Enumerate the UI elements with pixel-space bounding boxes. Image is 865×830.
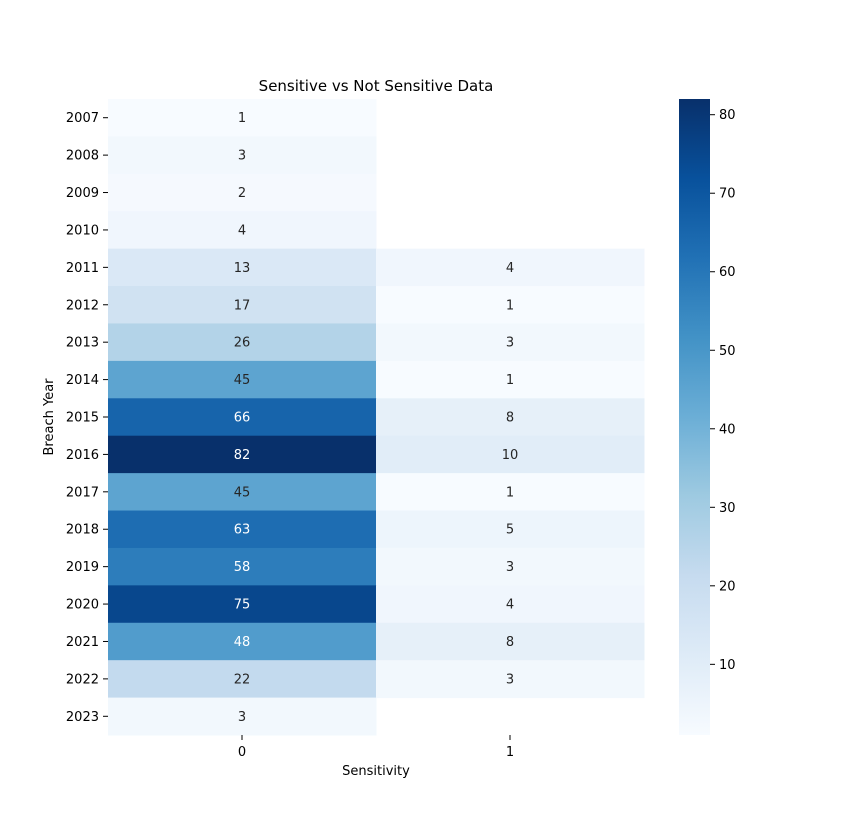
cell-label-2017-0: 45 (234, 485, 251, 500)
heatmap-cell-2018-0 (108, 510, 377, 549)
heatmap-cell-2011-0 (108, 248, 377, 287)
heatmap-cell-2010-0 (108, 211, 377, 250)
heatmap-cell-2013-1 (376, 323, 645, 362)
heatmap-cell-2021-0 (108, 622, 377, 661)
heatmap-cell-2017-1 (376, 473, 645, 512)
chart-title: Sensitive vs Not Sensitive Data (259, 77, 494, 95)
y-tick-label-2011: 2011 (66, 261, 99, 276)
cell-label-2013-0: 26 (234, 336, 251, 351)
cell-label-2019-1: 3 (506, 560, 514, 575)
cell-label-2012-0: 17 (234, 298, 251, 313)
cell-label-2023-0: 3 (238, 710, 246, 725)
cell-label-2017-1: 1 (506, 485, 514, 500)
y-tick-label-2019: 2019 (66, 560, 99, 575)
cell-label-2013-1: 3 (506, 336, 514, 351)
x-axis-label: Sensitivity (342, 764, 410, 779)
heatmap-cell-2022-1 (376, 660, 645, 699)
heatmap-cell-2011-1 (376, 248, 645, 287)
cell-label-2007-0: 1 (238, 111, 246, 126)
cell-label-2020-1: 4 (506, 598, 514, 613)
cell-label-2021-0: 48 (234, 635, 251, 650)
heatmap-cell-2012-0 (108, 286, 377, 324)
colorbar-tick-label-40: 40 (719, 422, 736, 437)
heatmap-cell-2017-0 (108, 473, 377, 512)
cell-label-2014-0: 45 (234, 373, 251, 388)
colorbar-tick-label-50: 50 (719, 344, 736, 359)
colorbar-tick-label-20: 20 (719, 579, 736, 594)
cell-label-2014-1: 1 (506, 373, 514, 388)
y-tick-label-2015: 2015 (66, 411, 99, 426)
heatmap-cell-2009-0 (108, 173, 377, 212)
heatmap-cell-2012-1 (376, 286, 645, 324)
heatmap-cell-2020-1 (376, 585, 645, 624)
heatmap-cell-2021-1 (376, 622, 645, 661)
cell-label-2011-0: 13 (234, 261, 251, 276)
y-tick-label-2017: 2017 (66, 485, 99, 500)
heatmap-cell-2022-0 (108, 660, 377, 699)
cell-label-2018-0: 63 (234, 523, 251, 538)
cell-label-2012-1: 1 (506, 298, 514, 313)
y-axis-label: Breach Year (42, 378, 57, 456)
heatmap-cells (108, 99, 645, 736)
heatmap-cell-2008-0 (108, 136, 377, 175)
y-tick-label-2007: 2007 (66, 111, 99, 126)
colorbar: 10 20 30 40 50 60 70 80 (679, 99, 736, 735)
cell-label-2016-0: 82 (234, 448, 251, 463)
y-axis: 2007 2008 2009 2010 2011 2012 2013 2014 2015 2016… (66, 111, 108, 725)
y-tick-label-2014: 2014 (66, 373, 99, 388)
y-tick-label-2012: 2012 (66, 298, 99, 313)
heatmap-cell-2019-0 (108, 547, 377, 586)
cell-label-2016-1: 10 (502, 448, 519, 463)
y-tick-label-2022: 2022 (66, 672, 99, 687)
heatmap-cell-2015-0 (108, 398, 377, 437)
y-tick-label-2008: 2008 (66, 149, 99, 164)
colorbar-tick-label-60: 60 (719, 265, 736, 280)
cell-label-2020-0: 75 (234, 598, 251, 613)
colorbar-gradient (679, 99, 710, 735)
y-tick-label-2013: 2013 (66, 336, 99, 351)
x-tick-label-1: 1 (506, 745, 514, 760)
colorbar-tick-label-30: 30 (719, 501, 736, 516)
y-tick-label-2023: 2023 (66, 710, 99, 725)
cell-label-2022-1: 3 (506, 672, 514, 687)
y-tick-label-2010: 2010 (66, 223, 99, 238)
y-tick-label-2021: 2021 (66, 635, 99, 650)
heatmap-cell-2015-1 (376, 398, 645, 437)
cell-label-2008-0: 3 (238, 149, 246, 164)
heatmap-cell-2016-1 (376, 435, 645, 474)
y-tick-label-2016: 2016 (66, 448, 99, 463)
cell-label-2018-1: 5 (506, 523, 514, 538)
y-tick-label-2020: 2020 (66, 598, 99, 613)
heatmap-cell-2018-1 (376, 510, 645, 549)
cell-label-2010-0: 4 (238, 223, 246, 238)
heatmap-cell-2013-0 (108, 323, 377, 362)
cell-label-2011-1: 4 (506, 261, 514, 276)
heatmap-cell-2014-1 (376, 360, 645, 399)
heatmap-cell-2023-0 (108, 697, 377, 736)
y-tick-label-2009: 2009 (66, 186, 99, 201)
colorbar-tick-label-70: 70 (719, 187, 736, 202)
heatmap-cell-2007-0 (108, 99, 377, 137)
colorbar-tick-label-80: 80 (719, 108, 736, 123)
cell-label-2022-0: 22 (234, 672, 251, 687)
cell-label-2009-0: 2 (238, 186, 246, 201)
heatmap-cell-2020-0 (108, 585, 377, 624)
cell-label-2015-0: 66 (234, 411, 251, 426)
x-tick-label-0: 0 (238, 745, 246, 760)
y-tick-label-2018: 2018 (66, 523, 99, 538)
heatmap-cell-2019-1 (376, 547, 645, 586)
cell-label-2015-1: 8 (506, 411, 514, 426)
heatmap-cell-2016-0 (108, 435, 377, 474)
cell-label-2019-0: 58 (234, 560, 251, 575)
heatmap-cell-2014-0 (108, 360, 377, 399)
cell-label-2021-1: 8 (506, 635, 514, 650)
colorbar-tick-label-10: 10 (719, 658, 736, 673)
